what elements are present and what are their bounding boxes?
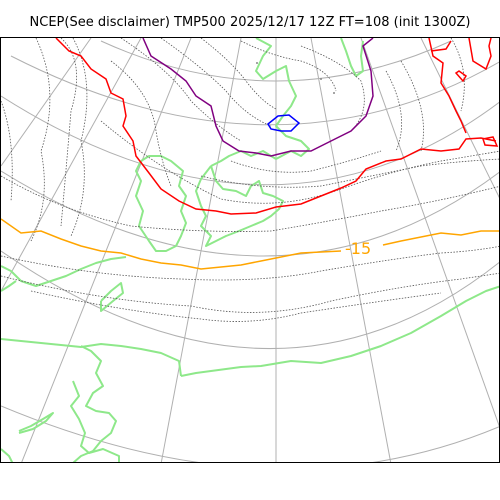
coastline-sw-corner (18, 412, 54, 434)
fine-isotherm (110, 60, 172, 187)
coastline-north (210, 38, 310, 167)
map-dot (320, 78, 322, 80)
longitude-line (310, 38, 392, 462)
coastline-southwest-island (72, 345, 117, 462)
fine-isotherm (200, 158, 499, 188)
fine-isotherm (30, 38, 51, 242)
isotherm-minus15 (1, 218, 342, 270)
map-dots (256, 62, 335, 94)
fine-isotherm (70, 38, 88, 237)
fine-isotherm (1, 245, 499, 281)
coastline-far-west-lower (1, 280, 17, 292)
isotherm-purple (142, 38, 374, 157)
coastlines (1, 38, 499, 462)
coastline-sw-lower (70, 380, 120, 462)
coastline-island (100, 282, 124, 312)
fine-isotherm (100, 120, 499, 204)
coastline-west-peninsula (195, 165, 284, 247)
fine-isotherm (200, 38, 277, 110)
longitude-line (1, 38, 142, 292)
fine-isotherm (1, 272, 499, 313)
fine-isotherm (160, 38, 272, 127)
fine-isotherm (60, 38, 77, 227)
fine-isotherm (400, 60, 424, 152)
coastline-south (180, 285, 499, 377)
fine-isotherm (1, 100, 13, 202)
isotherm-red-ne (428, 38, 499, 147)
fine-isotherm (240, 40, 337, 92)
fine-isotherms (1, 38, 499, 322)
longitude-line (1, 38, 92, 167)
map-dot (333, 92, 335, 94)
fine-isotherm (450, 38, 465, 112)
isotherm-red (55, 38, 497, 215)
isotherm-blue (267, 114, 301, 132)
coastline-east-spur (340, 38, 364, 77)
coastline-sw-bottom (1, 448, 14, 462)
chart-title: NCEP(See disclaimer) TMP500 2025/12/17 1… (29, 15, 471, 30)
coastline-far-west (1, 256, 127, 287)
latitude-arc (1, 95, 499, 186)
fine-isotherm (30, 290, 442, 322)
fine-isotherm (300, 45, 365, 132)
fine-isotherm (230, 150, 382, 173)
fine-isotherm (120, 38, 242, 142)
coastline-southwest (1, 338, 182, 377)
latitude-arc (1, 170, 499, 257)
latitude-lines (1, 40, 499, 462)
isotherm-minus15-east (382, 230, 499, 246)
latitude-arc (1, 405, 499, 462)
contour-label-minus15: -15 (345, 239, 371, 258)
longitude-line (160, 38, 242, 462)
latitude-arc (1, 250, 499, 350)
fine-isotherm (1, 175, 499, 232)
coastline-west (135, 155, 187, 252)
map-panel: -15 (0, 37, 500, 463)
latitude-arc (10, 55, 499, 126)
fine-isotherm (385, 70, 402, 152)
temperature-map: -15 (1, 38, 499, 462)
map-dot (256, 62, 258, 64)
